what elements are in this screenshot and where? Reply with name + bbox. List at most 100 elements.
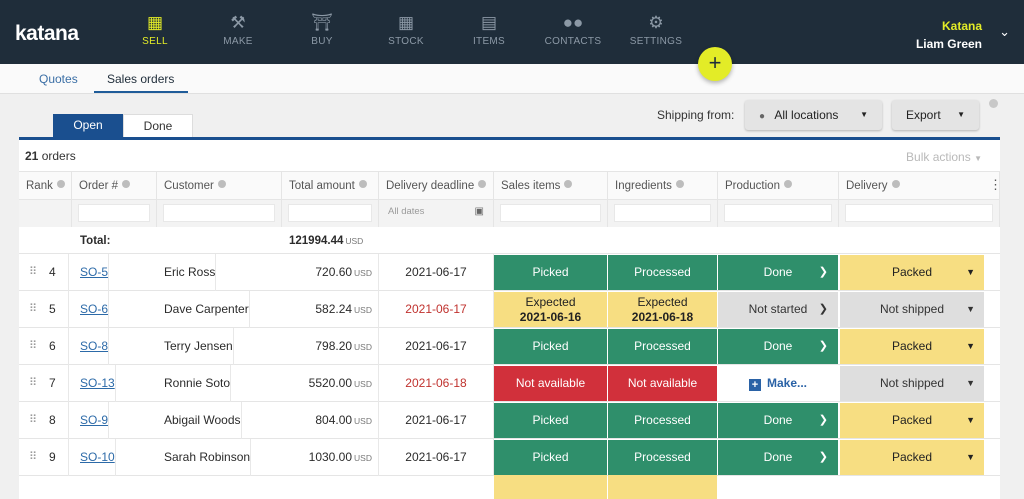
- ingredients-status[interactable]: Processed: [608, 255, 717, 290]
- drag-handle-icon[interactable]: ⠿: [29, 414, 38, 426]
- sales-items-status[interactable]: Not available: [494, 366, 607, 401]
- nav-make[interactable]: ⚒ MAKE: [202, 12, 274, 47]
- location-dropdown[interactable]: ● All locations ▼: [745, 100, 882, 130]
- order-link[interactable]: SO-10: [80, 450, 115, 464]
- date-filter-input[interactable]: All dates ▣: [385, 204, 487, 222]
- tab-quotes[interactable]: Quotes: [39, 72, 78, 86]
- ingredients-filter-input[interactable]: [614, 204, 711, 222]
- col-order[interactable]: Order #: [72, 171, 157, 200]
- nav-buy[interactable]: ⛩ BUY: [286, 12, 358, 47]
- order-number: SO-8: [80, 328, 110, 365]
- order-link[interactable]: SO-13: [80, 376, 115, 390]
- ingredients-status[interactable]: Processed: [608, 329, 717, 364]
- production-status[interactable]: Not started ❯: [718, 292, 838, 327]
- help-icon[interactable]: [56, 180, 65, 188]
- col-delivery[interactable]: Delivery: [839, 171, 1000, 200]
- help-icon[interactable]: [358, 180, 367, 188]
- ingredients-status[interactable]: Processed: [608, 403, 717, 438]
- katana-logo[interactable]: katana: [15, 22, 79, 45]
- chevron-right-icon: ❯: [818, 451, 828, 463]
- order-link[interactable]: SO-6: [80, 302, 109, 316]
- delivery-status[interactable]: Packed ▼: [840, 440, 984, 475]
- delivery-status[interactable]: Packed ▼: [840, 329, 984, 364]
- drag-handle-icon[interactable]: ⠿: [29, 377, 38, 389]
- delivery-status[interactable]: Packed ▼: [840, 403, 984, 438]
- col-sales-items[interactable]: Sales items: [494, 171, 608, 200]
- calendar-icon[interactable]: ▣: [474, 206, 484, 217]
- make-order-button[interactable]: + Make...: [718, 366, 838, 401]
- ingredients-status[interactable]: Expected 2021-06-18: [608, 292, 717, 327]
- column-options-icon[interactable]: ⋮: [989, 177, 1002, 192]
- production-filter-input[interactable]: [724, 204, 832, 222]
- next-row-sales-status[interactable]: [494, 475, 607, 499]
- help-icon[interactable]: [891, 180, 900, 188]
- tab-sales-orders[interactable]: Sales orders: [107, 72, 175, 86]
- sales-items-status[interactable]: Picked: [494, 329, 607, 364]
- tab-open[interactable]: Open: [53, 114, 123, 137]
- help-icon[interactable]: [122, 180, 130, 188]
- col-delivery-deadline[interactable]: Delivery deadline: [379, 171, 494, 200]
- col-ingredients[interactable]: Ingredients: [608, 171, 718, 200]
- col-total-amount[interactable]: Total amount: [282, 171, 379, 200]
- table-row[interactable]: ⠿ 5 SO-6 Dave Carpenter 582.24 USD 2021-0…: [19, 291, 1000, 328]
- col-production[interactable]: Production: [718, 171, 839, 200]
- col-rank[interactable]: Rank: [19, 171, 72, 200]
- sales-items-status[interactable]: Expected 2021-06-16: [494, 292, 607, 327]
- drag-handle-icon[interactable]: ⠿: [29, 451, 38, 463]
- nav-contacts[interactable]: ●● CONTACTS: [537, 12, 609, 47]
- delivery-status[interactable]: Packed ▼: [840, 255, 984, 290]
- customer-filter-input[interactable]: [163, 204, 275, 222]
- production-label: Done: [763, 450, 793, 464]
- delivery-label: Not shipped: [879, 302, 945, 316]
- help-icon[interactable]: [217, 180, 226, 188]
- nav-items[interactable]: ▤ ITEMS: [453, 12, 525, 47]
- table-row[interactable]: ⠿ 8 SO-9 Abigail Woods 804.00 USD 2021-06…: [19, 402, 1000, 439]
- info-icon[interactable]: [989, 99, 998, 108]
- table-row[interactable]: ⠿ 4 SO-5 Eric Ross 720.60 USD 2021-06-17 …: [19, 254, 1000, 291]
- table-row[interactable]: ⠿ 6 SO-8 Terry Jensen 798.20 USD 2021-06-…: [19, 328, 1000, 365]
- sales-filter-input[interactable]: [500, 204, 601, 222]
- drag-handle-icon[interactable]: ⠿: [29, 340, 38, 352]
- help-icon[interactable]: [478, 180, 487, 188]
- help-icon[interactable]: [675, 180, 684, 188]
- production-status[interactable]: Done ❯: [718, 440, 838, 475]
- sales-items-status[interactable]: Picked: [494, 403, 607, 438]
- nav-sell[interactable]: ▦ SELL: [119, 12, 191, 47]
- bulk-actions-dropdown[interactable]: Bulk actions ▼: [906, 150, 982, 164]
- quick-add-button[interactable]: +: [698, 47, 732, 81]
- production-status[interactable]: Done ❯: [718, 255, 838, 290]
- table-row[interactable]: ⠿ 7 SO-13 Ronnie Soto 5520.00 USD 2021-06…: [19, 365, 1000, 402]
- amount-filter-input[interactable]: [288, 204, 372, 222]
- help-icon[interactable]: [564, 180, 573, 188]
- order-link[interactable]: SO-9: [80, 413, 109, 427]
- nav-settings[interactable]: ⚙ SETTINGS: [620, 12, 692, 47]
- plus-square-icon: +: [748, 379, 761, 391]
- delivery-status[interactable]: Not shipped ▼: [840, 292, 984, 327]
- delivery-filter-input[interactable]: [845, 204, 993, 222]
- tab-done[interactable]: Done: [123, 114, 193, 137]
- delivery-label: Packed: [891, 339, 933, 353]
- order-link[interactable]: SO-5: [80, 265, 109, 279]
- ingredients-status[interactable]: Processed: [608, 440, 717, 475]
- basket-icon: ⛩: [311, 13, 333, 32]
- ingredients-status[interactable]: Not available: [608, 366, 717, 401]
- table-row[interactable]: ⠿ 9 SO-10 Sarah Robinson 1030.00 USD 2021…: [19, 439, 1000, 476]
- order-link[interactable]: SO-8: [80, 339, 109, 353]
- sales-items-status[interactable]: Picked: [494, 440, 607, 475]
- col-customer[interactable]: Customer: [157, 171, 282, 200]
- drag-handle-icon[interactable]: ⠿: [29, 266, 38, 278]
- drag-handle-icon[interactable]: ⠿: [29, 303, 38, 315]
- rank-value: 4: [49, 254, 69, 291]
- sales-items-status[interactable]: Picked: [494, 255, 607, 290]
- delivery-status[interactable]: Not shipped ▼: [840, 366, 984, 401]
- production-status[interactable]: Done ❯: [718, 403, 838, 438]
- export-button[interactable]: Export ▼: [892, 100, 979, 130]
- help-icon[interactable]: [783, 180, 792, 188]
- production-status[interactable]: Done ❯: [718, 329, 838, 364]
- order-filter-input[interactable]: [78, 204, 150, 222]
- user-menu[interactable]: Katana Liam Green: [916, 19, 982, 51]
- filter-order: [72, 200, 157, 227]
- next-row-ingredients-status[interactable]: [608, 475, 717, 499]
- chevron-down-icon[interactable]: ⌄: [999, 24, 1010, 39]
- nav-stock[interactable]: ▦ STOCK: [370, 12, 442, 47]
